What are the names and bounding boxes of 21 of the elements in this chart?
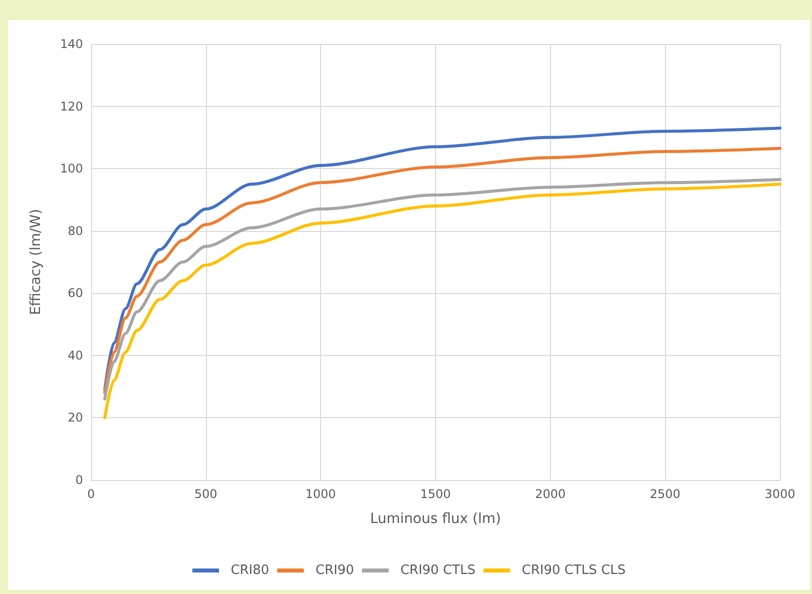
y-tick-label: 20 [68, 410, 83, 425]
x-axis-title: Luminous flux (lm) [370, 511, 501, 527]
x-tick-label: 3000 [764, 487, 796, 501]
x-tick-label: 2000 [535, 487, 566, 501]
x-tick-label: 0 [87, 487, 95, 501]
legend-label: CRI90 CTLS CLS [522, 563, 626, 578]
legend-label: CRI90 [316, 563, 354, 578]
y-tick-label: 140 [60, 37, 83, 51]
legend-label: CRI90 CTLS [400, 563, 476, 578]
y-tick-label: 100 [60, 162, 83, 176]
x-tick-label: 1500 [420, 487, 451, 501]
y-tick-label: 0 [75, 473, 83, 487]
x-tick-label: 1000 [305, 487, 336, 501]
y-tick-label: 60 [68, 286, 83, 300]
y-tick-label: 40 [68, 348, 83, 362]
y-tick-label: 120 [60, 99, 83, 114]
x-tick-label: 500 [194, 487, 218, 501]
legend-label: CRI80 [230, 563, 270, 578]
x-tick-label: 2500 [650, 487, 680, 501]
y-axis-title: Efficacy (lm/W) [28, 208, 44, 316]
y-tick-label: 80 [68, 224, 83, 238]
